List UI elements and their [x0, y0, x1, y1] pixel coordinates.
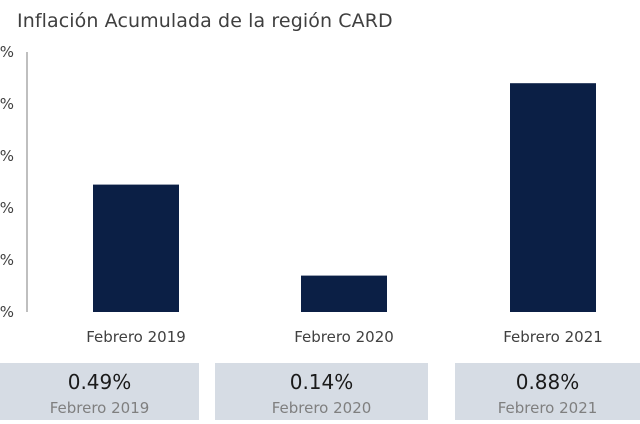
- y-tick-label: %: [0, 147, 14, 165]
- chart-title: Inflación Acumulada de la región CARD: [17, 10, 393, 32]
- y-tick-label: %: [0, 43, 14, 61]
- x-tick-label: Febrero 2020: [294, 328, 394, 346]
- summary-card-2020: 0.14% Febrero 2020: [215, 363, 428, 420]
- x-tick-label: Febrero 2019: [86, 328, 186, 346]
- bar-febrero-2021: [510, 83, 596, 312]
- y-tick-label: %: [0, 199, 14, 217]
- x-tick-label: Febrero 2021: [503, 328, 603, 346]
- summary-card-label: Febrero 2019: [49, 399, 150, 417]
- summary-card-label: Febrero 2020: [271, 399, 372, 417]
- x-axis-labels: Febrero 2019 Febrero 2020 Febrero 2021: [86, 328, 603, 346]
- y-tick-label: %: [0, 95, 14, 113]
- y-tick-label: %: [0, 303, 14, 321]
- summary-card-2019: 0.49% Febrero 2019: [0, 363, 199, 420]
- summary-card-2021: 0.88% Febrero 2021: [455, 363, 640, 420]
- summary-card-value: 0.88%: [515, 370, 580, 394]
- summary-card-value: 0.14%: [289, 370, 354, 394]
- bar-febrero-2020: [301, 275, 387, 312]
- summary-card-label: Febrero 2021: [497, 399, 598, 417]
- bar-febrero-2019: [93, 184, 179, 312]
- y-axis-ticks: %%%%%%: [0, 43, 14, 321]
- bar-chart: %%%%%% Febrero 2019 Febrero 2020 Febrero 2…: [0, 43, 603, 346]
- y-tick-label: %: [0, 251, 14, 269]
- bars: [93, 83, 596, 312]
- summary-card-value: 0.49%: [67, 370, 132, 394]
